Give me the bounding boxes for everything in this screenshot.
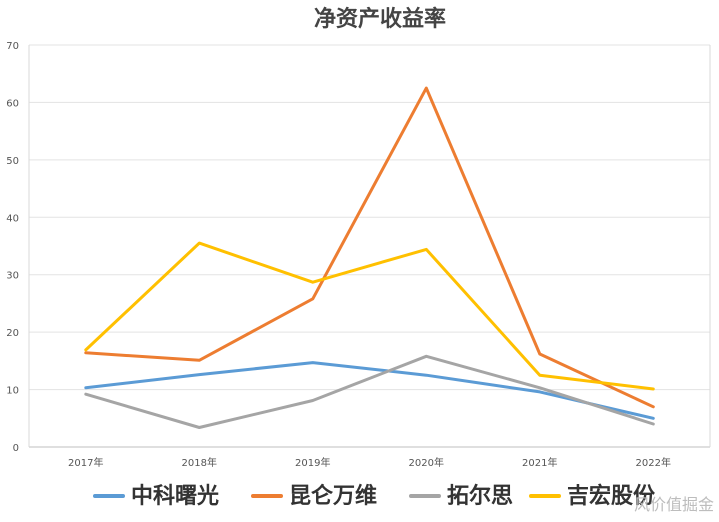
y-tick-label: 20 [6,328,19,339]
legend-label: 中科曙光 [131,483,219,509]
legend-label: 拓尔思 [447,483,513,509]
watermark-text: 风价值掘金 [634,495,714,514]
x-tick-label: 2021年 [522,456,557,469]
y-tick-label: 40 [6,213,19,224]
x-tick-label: 2019年 [295,456,330,469]
series-line [84,361,655,420]
legend-label: 吉宏股份 [567,483,656,509]
axes: 0 10 20 30 40 50 60 70 2017年 2018年 2019年 2020年 2021年… [6,41,671,469]
y-tick-label: 30 [6,271,19,282]
y-tick-label: 70 [6,41,19,52]
gridlines [28,44,711,448]
x-tick-label: 2017年 [68,456,103,469]
legend-label: 昆仑万维 [289,483,377,509]
series-line [84,241,655,391]
series-line [84,86,655,409]
x-tick-label: 2022年 [636,456,671,469]
series-line [84,354,655,429]
x-tick-label: 2020年 [409,456,444,469]
y-tick-label: 50 [6,156,19,167]
y-tick-label: 0 [13,443,19,454]
chart-title: 净资产收益率 [314,6,446,32]
series-lines [84,86,655,429]
legend: 中科曙光 昆仑万维 拓尔思 吉宏股份 [93,483,656,509]
y-tick-label: 60 [6,98,19,109]
y-tick-label: 10 [6,386,19,397]
x-tick-label: 2018年 [182,456,217,469]
